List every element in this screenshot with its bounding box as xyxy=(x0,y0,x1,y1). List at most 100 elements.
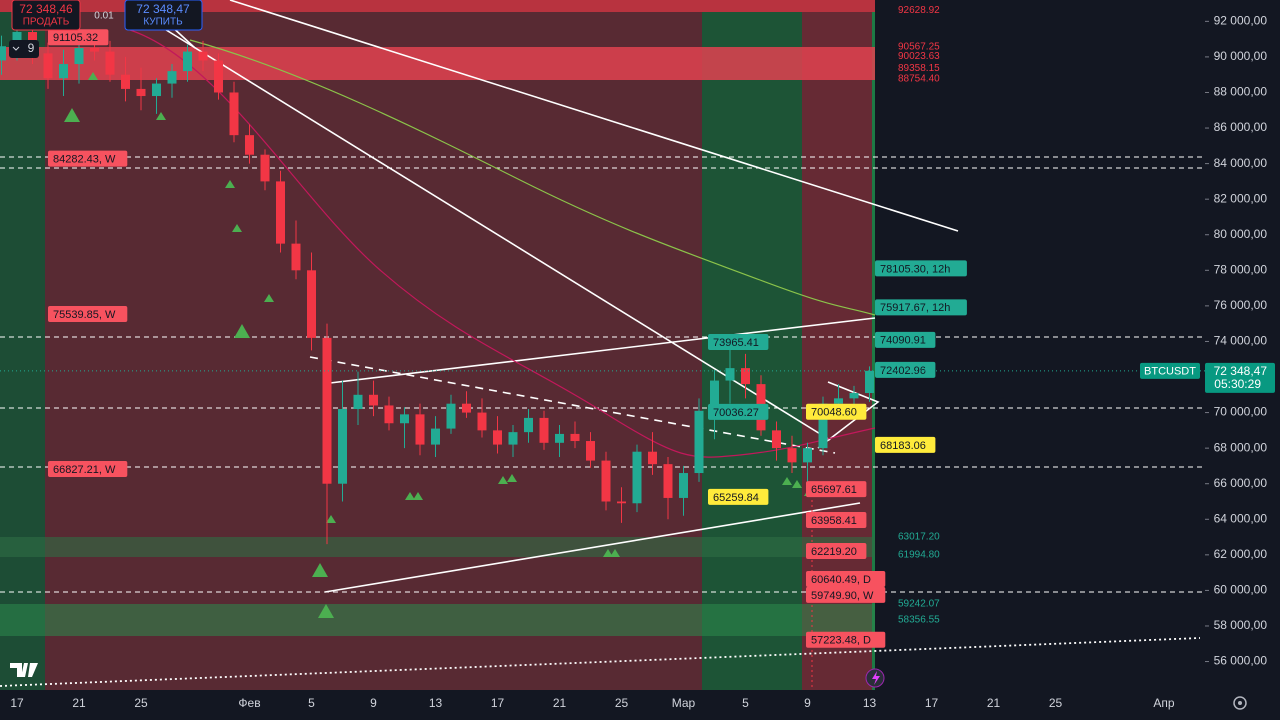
symbol-tag xyxy=(1140,362,1200,379)
x-tick-label: 25 xyxy=(615,696,629,710)
level-label: 63017.20 xyxy=(898,531,940,542)
candle-body xyxy=(229,92,239,136)
x-tick-label: 21 xyxy=(987,696,1001,710)
price-tag-label: 75917.67, 12h xyxy=(880,302,950,314)
x-tick-label: 17 xyxy=(491,696,505,710)
x-tick-label: Апр xyxy=(1153,696,1175,710)
candle-body xyxy=(384,405,394,424)
level-label: 59242.07 xyxy=(898,599,940,610)
y-tick-label: 90 000,00 xyxy=(1214,49,1268,63)
spread: 0.01 xyxy=(94,11,114,22)
candle-body xyxy=(400,414,409,424)
price-tag xyxy=(806,571,886,588)
level-label: 88754.40 xyxy=(898,74,940,85)
candle-body xyxy=(12,32,22,47)
candle-body xyxy=(818,403,828,449)
candle-body xyxy=(663,464,673,498)
x-tick-label: 17 xyxy=(10,696,24,710)
candle-body xyxy=(291,243,301,271)
candle-body xyxy=(679,473,688,498)
y-tick-label: 92 000,00 xyxy=(1214,14,1268,28)
y-tick-label: 66 000,00 xyxy=(1214,476,1268,490)
price-tag xyxy=(806,542,867,559)
price-tag-label: 84282.43, W xyxy=(53,153,116,165)
price-tag-label: 63958.41 xyxy=(811,515,857,527)
price-tag xyxy=(875,361,936,378)
candle-body xyxy=(508,432,518,445)
candle-body xyxy=(338,409,347,484)
level-label: 90567.25 xyxy=(898,41,940,52)
x-tick-label: 21 xyxy=(553,696,567,710)
candle-body xyxy=(431,428,440,445)
price-tag xyxy=(875,260,967,277)
toolbar: 72 348,46 ПРОДАТЬ 0.01 72 348,47 КУПИТЬ … xyxy=(9,0,1247,710)
candle-body xyxy=(648,451,657,465)
candle-body xyxy=(369,394,378,406)
price-tag-label: 65259.84 xyxy=(713,492,759,504)
candle-body xyxy=(214,60,223,93)
x-tick-label: 13 xyxy=(429,696,443,710)
y-tick-label: 78 000,00 xyxy=(1214,262,1268,276)
sell-price[interactable]: 72 348,46 xyxy=(19,2,73,16)
candle-body xyxy=(617,501,626,504)
price-tag xyxy=(48,150,128,167)
price-tag xyxy=(806,481,867,498)
candle-body xyxy=(59,64,68,79)
x-tick-label: Фев xyxy=(238,696,260,710)
buy-price[interactable]: 72 348,47 xyxy=(136,2,190,16)
x-tick-label: 13 xyxy=(863,696,877,710)
y-tick-label: 80 000,00 xyxy=(1214,227,1268,241)
buy-label[interactable]: КУПИТЬ xyxy=(143,17,183,28)
candle-body xyxy=(524,417,533,433)
candle-body xyxy=(632,451,642,504)
price-tag xyxy=(48,461,128,478)
level-label: 92628.92 xyxy=(898,5,940,16)
candle-body xyxy=(74,48,84,65)
candle-body xyxy=(0,46,6,61)
y-tick-label: 56 000,00 xyxy=(1214,654,1268,668)
level-label: 89358.15 xyxy=(898,63,940,74)
price-tag-label: 62219.20 xyxy=(811,546,857,558)
x-tick-label: 25 xyxy=(134,696,148,710)
x-tick-label: 25 xyxy=(1049,696,1063,710)
candle-body xyxy=(415,414,425,445)
sell-label[interactable]: ПРОДАТЬ xyxy=(23,17,70,28)
price-tag-label: 91105.32 xyxy=(53,32,98,44)
price-tag-label: 75539.85, W xyxy=(53,309,116,321)
price-tag-label: 57223.48, D xyxy=(811,635,871,647)
x-tick-label: Мар xyxy=(672,696,696,710)
candle-body xyxy=(152,83,161,97)
y-tick-label: 82 000,00 xyxy=(1214,191,1268,205)
y-tick-label: 68 000,00 xyxy=(1214,440,1268,454)
indicator-count[interactable]: 9 xyxy=(28,41,35,55)
y-tick-label: 86 000,00 xyxy=(1214,120,1268,134)
y-tick-label: 84 000,00 xyxy=(1214,156,1268,170)
candle-body xyxy=(43,53,53,79)
candle-body xyxy=(865,370,874,394)
candle-body xyxy=(183,51,192,72)
y-tick-label: 64 000,00 xyxy=(1214,511,1268,525)
candle-body xyxy=(307,270,316,338)
price-tag-label: 70048.60 xyxy=(811,407,857,419)
x-tick-label: 21 xyxy=(72,696,86,710)
price-tag-label: 59749.90, W xyxy=(811,590,874,602)
y-tick-label: 88 000,00 xyxy=(1214,85,1268,99)
indicators xyxy=(129,29,876,458)
y-tick-label: 60 000,00 xyxy=(1214,583,1268,597)
y-tick-label: 58 000,00 xyxy=(1214,618,1268,632)
signals xyxy=(64,72,814,618)
candle-body xyxy=(105,51,115,75)
y-tick-label: 76 000,00 xyxy=(1214,298,1268,312)
price-tags: 91105.32 84282.43, W 75539.85, W 66827.21, … xyxy=(0,5,1275,648)
y-tick-label: 70 000,00 xyxy=(1214,405,1268,419)
x-tick-label: 9 xyxy=(370,696,377,710)
candle-body xyxy=(477,412,487,431)
price-tag-label: 74090.91 xyxy=(880,335,926,347)
candle-body xyxy=(121,74,130,89)
price-tag xyxy=(875,436,936,453)
price-tag xyxy=(806,631,886,648)
price-tag xyxy=(806,512,867,529)
price-tag-label: 78105.30, 12h xyxy=(880,263,950,275)
candle-body xyxy=(601,460,611,502)
